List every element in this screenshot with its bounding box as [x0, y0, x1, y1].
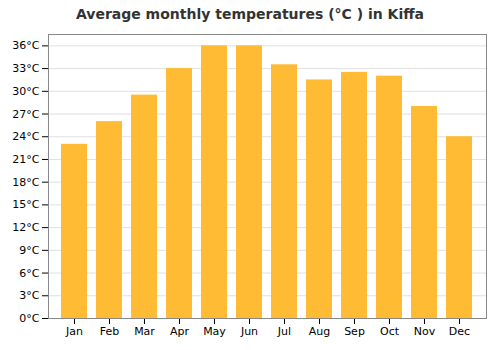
svg-text:27°C: 27°C	[12, 108, 39, 121]
svg-text:24°C: 24°C	[12, 130, 39, 143]
svg-text:0°C: 0°C	[19, 312, 39, 325]
svg-text:15°C: 15°C	[12, 198, 39, 211]
svg-text:Feb: Feb	[100, 325, 119, 338]
svg-text:Mar: Mar	[134, 325, 155, 338]
svg-text:Sep: Sep	[344, 325, 365, 338]
svg-text:Apr: Apr	[170, 325, 190, 338]
svg-text:12°C: 12°C	[12, 221, 39, 234]
html-text:Average monthly temperatures (: Average monthly temperatures (°C ) in Ki…	[75, 6, 425, 22]
svg-text:33°C: 33°C	[12, 62, 39, 75]
svg-text:6°C: 6°C	[19, 267, 39, 280]
svg-text:Aug: Aug	[309, 325, 330, 338]
svg-text:30°C: 30°C	[12, 85, 39, 98]
svg-text:Jun: Jun	[240, 325, 258, 338]
svg-text:May: May	[203, 325, 226, 338]
svg-text:36°C: 36°C	[12, 39, 39, 52]
svg-text:21°C: 21°C	[12, 153, 39, 166]
svg-text:Jan: Jan	[65, 325, 83, 338]
svg-text:18°C: 18°C	[12, 176, 39, 189]
svg-text:9°C: 9°C	[19, 244, 39, 257]
svg-text:Dec: Dec	[449, 325, 470, 338]
svg-text:Oct: Oct	[380, 325, 400, 338]
svg-text:Nov: Nov	[414, 325, 436, 338]
svg-text:3°C: 3°C	[19, 289, 39, 302]
svg-text:Jul: Jul	[277, 325, 291, 338]
